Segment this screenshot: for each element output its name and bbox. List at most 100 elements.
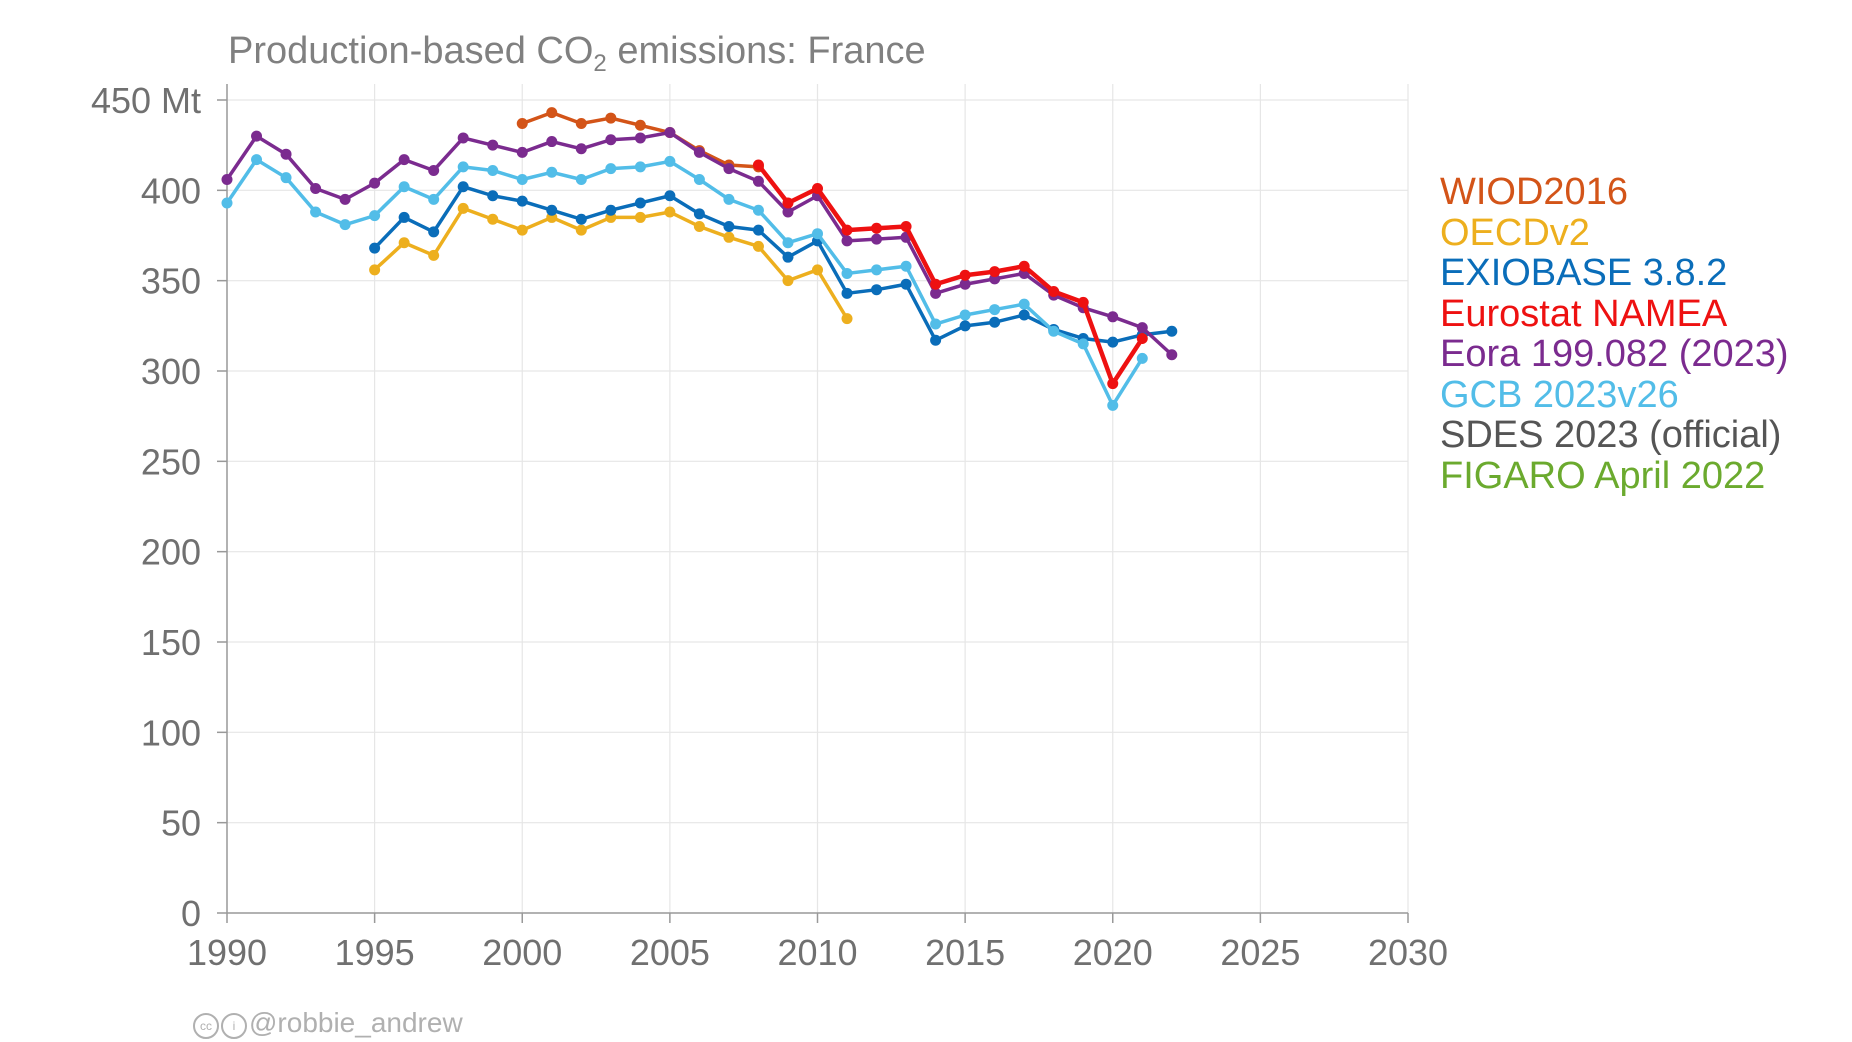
data-point [457, 132, 469, 144]
series-line [225, 130, 1173, 357]
data-point [693, 173, 705, 185]
series-gcb-2023v26 [221, 154, 1148, 411]
data-point [782, 237, 794, 249]
data-point [369, 242, 381, 254]
data-point [841, 287, 853, 299]
data-point [871, 284, 883, 296]
x-tick-label: 2030 [1368, 932, 1448, 973]
data-point [1107, 399, 1119, 411]
legend-item: OECDv2 [1440, 211, 1590, 254]
series-line [373, 184, 1173, 344]
data-point [1048, 325, 1060, 337]
data-point [428, 249, 440, 261]
data-point [1136, 352, 1148, 364]
data-point [516, 117, 528, 129]
legend-item: Eurostat NAMEA [1440, 292, 1728, 335]
credit: cc i @robbie_andrew [193, 1007, 463, 1039]
data-point [1018, 260, 1030, 272]
data-point [1166, 349, 1178, 361]
data-point [871, 264, 883, 276]
y-tick-label: 150 [141, 622, 201, 663]
data-point [752, 204, 764, 216]
y-tick-label: 250 [141, 441, 201, 482]
data-point [723, 220, 735, 232]
data-point [398, 237, 410, 249]
data-point [871, 233, 883, 245]
data-point [457, 181, 469, 193]
data-point [664, 206, 676, 218]
data-point [930, 318, 942, 330]
legend-item: Eora 199.082 (2023) [1440, 333, 1789, 375]
chart-title: Production-based CO2 emissions: France [228, 30, 926, 78]
attribution-icon: i [221, 1013, 247, 1039]
data-point [487, 190, 499, 202]
data-point [812, 228, 823, 240]
data-point [1136, 322, 1148, 334]
data-point [900, 260, 912, 272]
data-point [723, 231, 735, 243]
data-point [634, 197, 646, 209]
data-point [546, 166, 558, 178]
series-group [221, 107, 1178, 411]
data-point [1107, 378, 1119, 390]
data-point [428, 164, 440, 176]
x-tick-label: 2015 [925, 932, 1005, 973]
data-point [428, 193, 440, 205]
data-point [516, 146, 528, 158]
data-point [634, 119, 646, 131]
y-tick-label: 350 [141, 261, 201, 302]
data-point [310, 183, 322, 195]
data-point [605, 204, 617, 216]
data-point [369, 264, 381, 276]
data-point [605, 112, 617, 124]
cc-icon: cc [193, 1013, 219, 1039]
data-point [339, 193, 351, 205]
data-point [752, 240, 764, 252]
legend-item: GCB 2023v26 [1440, 373, 1679, 416]
data-point [871, 222, 883, 234]
data-point [989, 266, 1001, 278]
grid [227, 84, 1409, 913]
data-point [782, 206, 794, 218]
legend-item: EXIOBASE 3.8.2 [1440, 252, 1728, 294]
data-point [1166, 325, 1178, 337]
data-point [516, 173, 528, 185]
data-point [575, 117, 587, 129]
data-point [841, 313, 853, 325]
data-point [546, 107, 558, 119]
series-eurostat-namea [752, 159, 1148, 390]
series-line [373, 206, 849, 320]
data-point [752, 159, 764, 171]
data-point [959, 278, 971, 290]
y-tick-label: 0 [181, 893, 201, 934]
data-point [782, 275, 794, 287]
data-point [693, 220, 705, 232]
data-point [959, 269, 971, 281]
data-point [605, 134, 617, 146]
data-point [251, 130, 263, 142]
x-tick-label: 2025 [1220, 932, 1300, 973]
data-point [1018, 309, 1030, 321]
y-tick-label: 100 [141, 712, 201, 753]
y-tick-label: 400 [141, 170, 201, 211]
data-point [1048, 286, 1060, 298]
series-line [225, 157, 1144, 408]
data-point [1077, 338, 1089, 350]
y-tick-label: 200 [141, 532, 201, 573]
data-point [782, 251, 794, 263]
data-point [989, 316, 1001, 328]
data-point [516, 224, 528, 236]
data-point [841, 267, 853, 279]
data-point [752, 175, 764, 187]
data-point [634, 161, 646, 173]
data-point [605, 163, 617, 175]
data-point [930, 334, 942, 346]
data-point [664, 127, 676, 139]
data-point [989, 304, 1001, 316]
y-tick-label: 300 [141, 351, 201, 392]
data-point [546, 136, 558, 148]
data-point [339, 219, 351, 231]
data-point [575, 213, 587, 225]
data-point [487, 213, 499, 225]
